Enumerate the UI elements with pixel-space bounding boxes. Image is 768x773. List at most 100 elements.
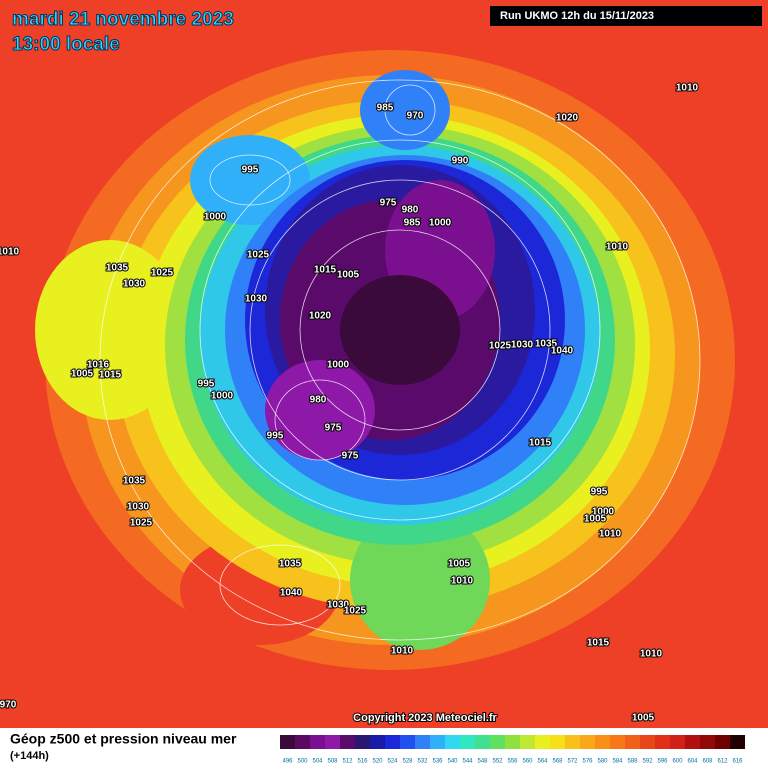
colorbar-swatch bbox=[700, 735, 715, 749]
isobar-label: 975 bbox=[325, 423, 342, 434]
colorbar-swatch bbox=[715, 735, 730, 749]
isobar-label: 995 bbox=[198, 379, 215, 390]
colorbar-label: 600 bbox=[672, 759, 683, 765]
isobar-label: 985 bbox=[377, 103, 394, 114]
isobar-label: 970 bbox=[407, 111, 424, 122]
colorbar-label: 612 bbox=[717, 759, 728, 765]
isobar-label: 1020 bbox=[309, 311, 332, 322]
colorbar-label: 524 bbox=[387, 759, 398, 765]
colorbar-swatch bbox=[535, 735, 550, 749]
colorbar-label: 556 bbox=[507, 759, 518, 765]
colorbar-swatch bbox=[640, 735, 655, 749]
legend-subtitle: (+144h) bbox=[10, 750, 49, 762]
isobar-label: 1030 bbox=[245, 294, 268, 305]
isobar-label: 1030 bbox=[327, 600, 350, 611]
colorbar-swatch bbox=[595, 735, 610, 749]
colorbar-swatch bbox=[430, 735, 445, 749]
colorbar-label: 604 bbox=[687, 759, 698, 765]
isobar-label: 1010 bbox=[676, 83, 699, 94]
colorbar-label: 608 bbox=[702, 759, 713, 765]
colorbar-swatch bbox=[475, 735, 490, 749]
isobar-label: 995 bbox=[591, 487, 608, 498]
isobar-label: 1040 bbox=[551, 346, 574, 357]
isobar-label: 975 bbox=[342, 451, 359, 462]
colorbar-label: 528 bbox=[402, 759, 413, 765]
colorbar: 496 500 504 508 512 516 520 524 528 532 536 540 544 5… bbox=[280, 735, 745, 765]
colorbar-swatch bbox=[505, 735, 520, 749]
isobar-label: 1005 bbox=[448, 559, 471, 570]
isobar-label: 1015 bbox=[99, 370, 122, 381]
colorbar-label: 572 bbox=[567, 759, 578, 765]
isobar-label: 975 bbox=[380, 198, 397, 209]
time-title: 13:00 locale bbox=[12, 34, 120, 55]
isobar-label: 990 bbox=[452, 156, 469, 167]
colorbar-swatch bbox=[550, 735, 565, 749]
isobar-label: 1010 bbox=[391, 646, 414, 657]
colorbar-swatch bbox=[670, 735, 685, 749]
colorbar-label: 552 bbox=[492, 759, 503, 765]
colorbar-label: 504 bbox=[312, 759, 323, 765]
colorbar-swatch bbox=[730, 735, 745, 749]
isobar-label: 1010 bbox=[599, 529, 622, 540]
isobar-label: 980 bbox=[310, 395, 327, 406]
isobar-label: 1025 bbox=[344, 606, 367, 617]
colorbar-label: 592 bbox=[642, 759, 653, 765]
isobar-label: 985 bbox=[404, 218, 421, 229]
colorbar-swatch bbox=[445, 735, 460, 749]
isobar-label: 1016 bbox=[87, 360, 110, 371]
isobar-label: 1005 bbox=[584, 514, 607, 525]
isobar-label: 1005 bbox=[71, 369, 94, 380]
isobar-label: 1025 bbox=[247, 250, 270, 261]
colorbar-swatch bbox=[280, 735, 295, 749]
isobar-label: 995 bbox=[242, 165, 259, 176]
isobar-label: 1010 bbox=[451, 576, 474, 587]
isobar-label: 995 bbox=[267, 431, 284, 442]
isobar-label: 1030 bbox=[511, 340, 534, 351]
colorbar-label: 588 bbox=[627, 759, 638, 765]
colorbar-swatch bbox=[310, 735, 325, 749]
colorbar-label: 616 bbox=[732, 759, 743, 765]
isobar-label: 1035 bbox=[123, 476, 146, 487]
colorbar-label: 500 bbox=[297, 759, 308, 765]
colorbar-swatch bbox=[460, 735, 475, 749]
colorbar-swatch bbox=[685, 735, 700, 749]
colorbar-swatch bbox=[370, 735, 385, 749]
colorbar-label: 560 bbox=[522, 759, 533, 765]
map-field bbox=[0, 0, 768, 728]
isobar-label: 1035 bbox=[535, 339, 558, 350]
isobar-label: 1000 bbox=[211, 391, 234, 402]
colorbar-label: 576 bbox=[582, 759, 593, 765]
colorbar-label: 520 bbox=[372, 759, 383, 765]
date-title: mardi 21 novembre 2023 bbox=[12, 9, 234, 30]
isobar-label: 1020 bbox=[556, 113, 579, 124]
isobar-label: 1000 bbox=[327, 360, 350, 371]
colorbar-swatch bbox=[325, 735, 340, 749]
legend-title: Géop z500 et pression niveau mer bbox=[10, 731, 237, 747]
isobar-label: 1015 bbox=[587, 638, 610, 649]
isobar-label: 1000 bbox=[429, 218, 452, 229]
isobar-label: 1000 bbox=[592, 507, 615, 518]
colorbar-label: 512 bbox=[342, 759, 353, 765]
isobar-label: 1025 bbox=[489, 341, 512, 352]
isobar-label: 1040 bbox=[280, 588, 303, 599]
isobar-label: 1030 bbox=[123, 279, 146, 290]
isobar-label: 1015 bbox=[314, 265, 337, 276]
copyright: Copyright 2023 Meteociel.fr bbox=[353, 712, 497, 724]
run-box bbox=[490, 6, 762, 26]
isobar-label: 1035 bbox=[106, 263, 129, 274]
colorbar-label: 568 bbox=[552, 759, 563, 765]
colorbar-label: 564 bbox=[537, 759, 548, 765]
isobar-label: 1000 bbox=[204, 212, 227, 223]
colorbar-swatch bbox=[610, 735, 625, 749]
colorbar-swatch bbox=[355, 735, 370, 749]
colorbar-swatch bbox=[580, 735, 595, 749]
isobar-label: 1025 bbox=[151, 268, 174, 279]
colorbar-swatch bbox=[415, 735, 430, 749]
colorbar-swatch bbox=[490, 735, 505, 749]
isobar-label: 1005 bbox=[337, 270, 360, 281]
isobar-label: 1010 bbox=[606, 242, 629, 253]
colorbar-swatch bbox=[565, 735, 580, 749]
colorbar-swatch bbox=[520, 735, 535, 749]
